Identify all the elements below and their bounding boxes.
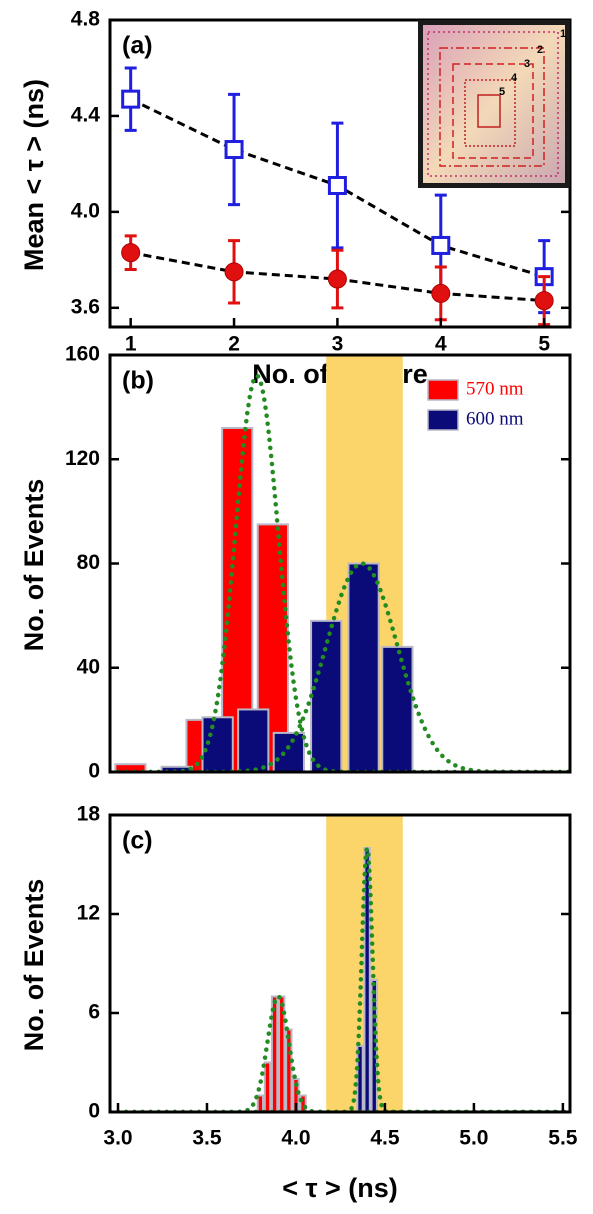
bar [114, 763, 147, 772]
bar [270, 995, 279, 1112]
y-tick-label: 4.0 [71, 199, 100, 222]
panel [110, 355, 570, 772]
panel-label: (c) [122, 827, 153, 855]
panel [110, 815, 570, 1112]
y-tick-label: 4.8 [71, 8, 101, 31]
y-tick-label: 18 [77, 803, 101, 826]
bar [292, 1078, 300, 1112]
x-tick-label: 5 [538, 333, 550, 356]
x-tick-label: 3.0 [103, 1127, 132, 1150]
y-tick-label: 0 [88, 760, 100, 783]
x-tick-label: 4.0 [281, 1127, 310, 1150]
plots: 3.64.04.44.81 2 3 4 5(a)Mean < τ > (ns)No. o… [19, 8, 578, 1204]
legend-label: 570 nm [466, 378, 524, 399]
x-tick-label: 3 [332, 333, 344, 356]
y-tick-label: 0 [88, 1100, 100, 1123]
bar [299, 1094, 307, 1112]
y-tick-label: 40 [77, 655, 100, 678]
bar [347, 562, 380, 772]
plot-frame [108, 353, 572, 774]
bar [263, 1061, 272, 1112]
y-axis-title: Mean < τ > (ns) [19, 79, 49, 271]
bar [310, 619, 343, 772]
inset-label: 1 [560, 28, 566, 40]
bar [285, 1028, 293, 1112]
marker [121, 243, 141, 263]
bar [278, 995, 286, 1112]
y-axis-title: No. of Events [19, 879, 49, 1052]
marker [534, 291, 554, 311]
bar [272, 731, 305, 772]
y-tick-label: 80 [77, 551, 100, 574]
marker [431, 235, 451, 255]
panel-label: (b) [122, 367, 154, 395]
legend-swatch [427, 409, 459, 431]
bar [370, 979, 378, 1112]
y-axis-title: No. of Events [19, 479, 49, 652]
plot-frame [108, 813, 572, 1114]
y-tick-label: 120 [65, 447, 100, 470]
x-tick-label: 5.5 [548, 1127, 578, 1150]
inset-label: 2 [537, 44, 543, 56]
x-axis-title: < τ > (ns) [282, 1173, 398, 1203]
bar [381, 645, 414, 772]
y-tick-label: 6 [88, 1001, 100, 1024]
marker [431, 283, 451, 303]
inset-image: 1 2 3 4 5 [418, 20, 570, 188]
panel [121, 66, 554, 327]
x-tick-label: 3.5 [192, 1127, 222, 1150]
inset-label: 4 [511, 72, 518, 84]
legend-label: 600 nm [466, 408, 524, 429]
bar [256, 1094, 265, 1112]
x-tick-label: 4 [435, 333, 447, 356]
panel-label: (a) [122, 32, 153, 60]
bar [356, 1045, 364, 1112]
marker [121, 89, 141, 109]
marker [224, 140, 244, 160]
x-tick-label: 2 [228, 333, 240, 356]
marker [224, 262, 244, 282]
x-tick-label: 5.0 [459, 1127, 488, 1150]
inset-label: 3 [524, 58, 530, 70]
marker [327, 175, 347, 195]
x-tick-label: 4.5 [370, 1127, 400, 1150]
bar [237, 708, 270, 772]
y-tick-label: 12 [77, 902, 100, 925]
x-tick-label: 1 [125, 333, 137, 356]
inset-label: 5 [499, 86, 505, 98]
y-tick-label: 3.6 [71, 295, 100, 318]
marker [327, 269, 347, 289]
y-tick-label: 4.4 [71, 103, 101, 126]
y-tick-label: 160 [65, 343, 100, 366]
legend-swatch [427, 379, 459, 401]
